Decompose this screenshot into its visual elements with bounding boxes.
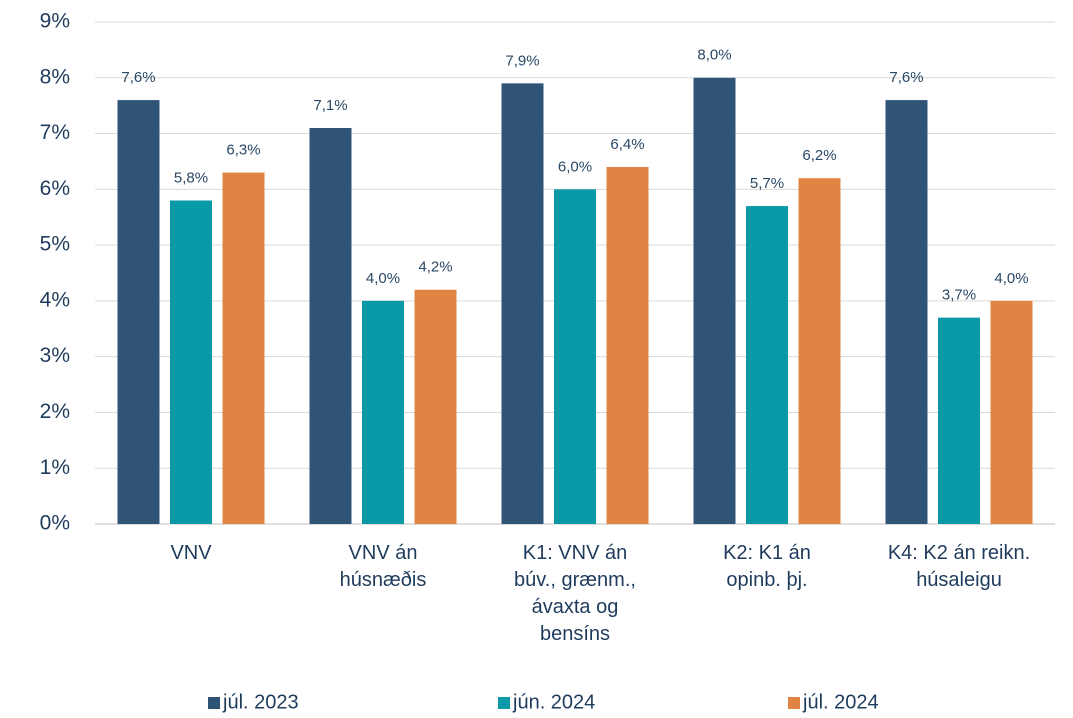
x-tick-label: VNV án húsnæðis <box>339 542 427 591</box>
y-tick-label: 5% <box>40 233 70 256</box>
bar <box>362 300 404 524</box>
data-label: 6,0% <box>558 158 592 175</box>
legend-swatch <box>788 697 800 709</box>
data-label: 5,8% <box>174 169 208 186</box>
bar <box>885 100 928 524</box>
bar <box>798 178 841 524</box>
bar <box>693 77 736 525</box>
bar <box>554 189 596 525</box>
x-tick-label: K2: K1 án opinb. þj. <box>723 542 811 591</box>
bar <box>501 83 544 524</box>
x-tick-label: K4: K2 án reikn. húsaleigu <box>887 542 1031 591</box>
bar <box>938 317 980 524</box>
bar <box>414 289 457 524</box>
y-tick-label: 1% <box>40 456 70 479</box>
data-label: 3,7% <box>942 287 976 304</box>
y-tick-label: 4% <box>40 288 70 311</box>
bar <box>990 300 1033 524</box>
legend-label: júl. 2023 <box>222 691 299 713</box>
y-tick-label: 7% <box>40 121 70 144</box>
y-tick-label: 8% <box>40 65 70 88</box>
bar <box>309 127 352 524</box>
y-tick-label: 0% <box>40 512 70 535</box>
bar <box>222 172 265 524</box>
y-tick-label: 3% <box>40 344 70 367</box>
legend-swatch <box>498 697 510 709</box>
data-label: 7,6% <box>889 69 923 86</box>
data-label: 4,0% <box>366 270 400 287</box>
data-label: 5,7% <box>750 175 784 192</box>
x-tick-label: K1: VNV án búv., grænm., ávaxta og bensí… <box>514 542 636 645</box>
bar <box>170 200 212 524</box>
y-tick-label: 9% <box>40 10 70 33</box>
data-label: 7,1% <box>313 97 347 114</box>
y-tick-label: 2% <box>40 400 70 423</box>
data-label: 6,4% <box>610 136 644 153</box>
data-label: 4,2% <box>418 259 452 276</box>
legend-label: júl. 2024 <box>802 691 879 713</box>
data-label: 8,0% <box>697 47 731 64</box>
bar <box>117 100 160 524</box>
data-label: 7,6% <box>121 69 155 86</box>
data-label: 7,9% <box>505 52 539 69</box>
legend-label: jún. 2024 <box>512 691 595 713</box>
bar <box>606 167 649 524</box>
data-label: 6,2% <box>802 147 836 164</box>
x-tick-label: VNV <box>170 542 212 564</box>
data-label: 4,0% <box>994 270 1028 287</box>
data-label: 6,3% <box>226 142 260 159</box>
legend-swatch <box>208 697 220 709</box>
bar <box>746 206 788 525</box>
y-tick-label: 6% <box>40 177 70 200</box>
